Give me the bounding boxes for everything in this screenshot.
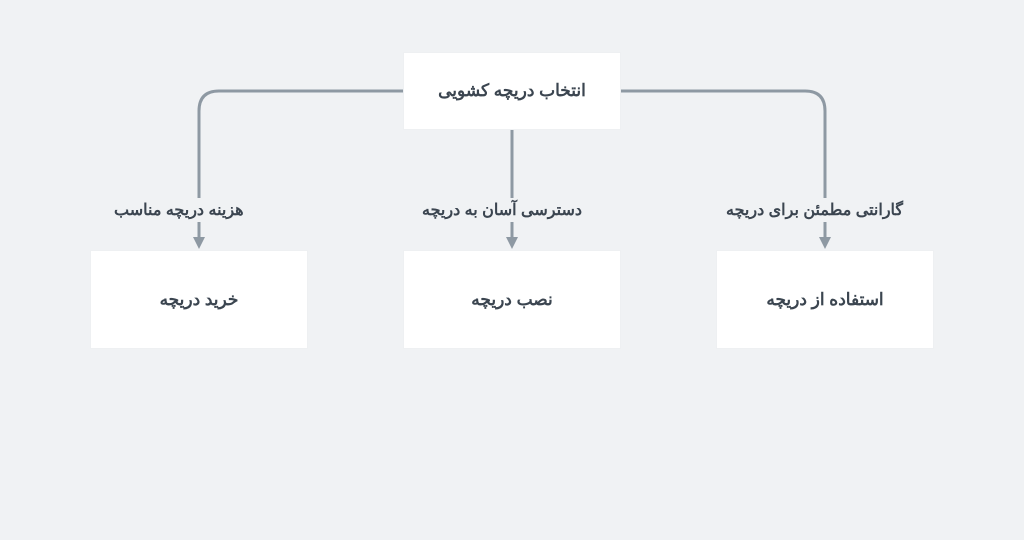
arrowhead-middle [506,237,518,249]
child-node-left-label: خرید دریچه [160,290,239,310]
child-node-middle-label: نصب دریچه [471,290,553,310]
flowchart-diagram: انتخاب دریچه کشویی هزینه دریچه مناسب خری… [0,0,1024,540]
child-node-middle: نصب دریچه [403,250,621,349]
root-node-label: انتخاب دریچه کشویی [438,81,586,101]
child-node-right: استفاده از دریچه [716,250,934,349]
edge-label-left: هزینه دریچه مناسب [110,198,248,222]
edge-label-right: گارانتی مطمئن برای دریچه [722,198,907,222]
child-node-left: خرید دریچه [90,250,308,349]
arrowhead-left [193,237,205,249]
arrowhead-right [819,237,831,249]
edge-label-middle: دسترسی آسان به دریچه [418,198,586,222]
root-node: انتخاب دریچه کشویی [403,52,621,130]
child-node-right-label: استفاده از دریچه [766,290,883,310]
